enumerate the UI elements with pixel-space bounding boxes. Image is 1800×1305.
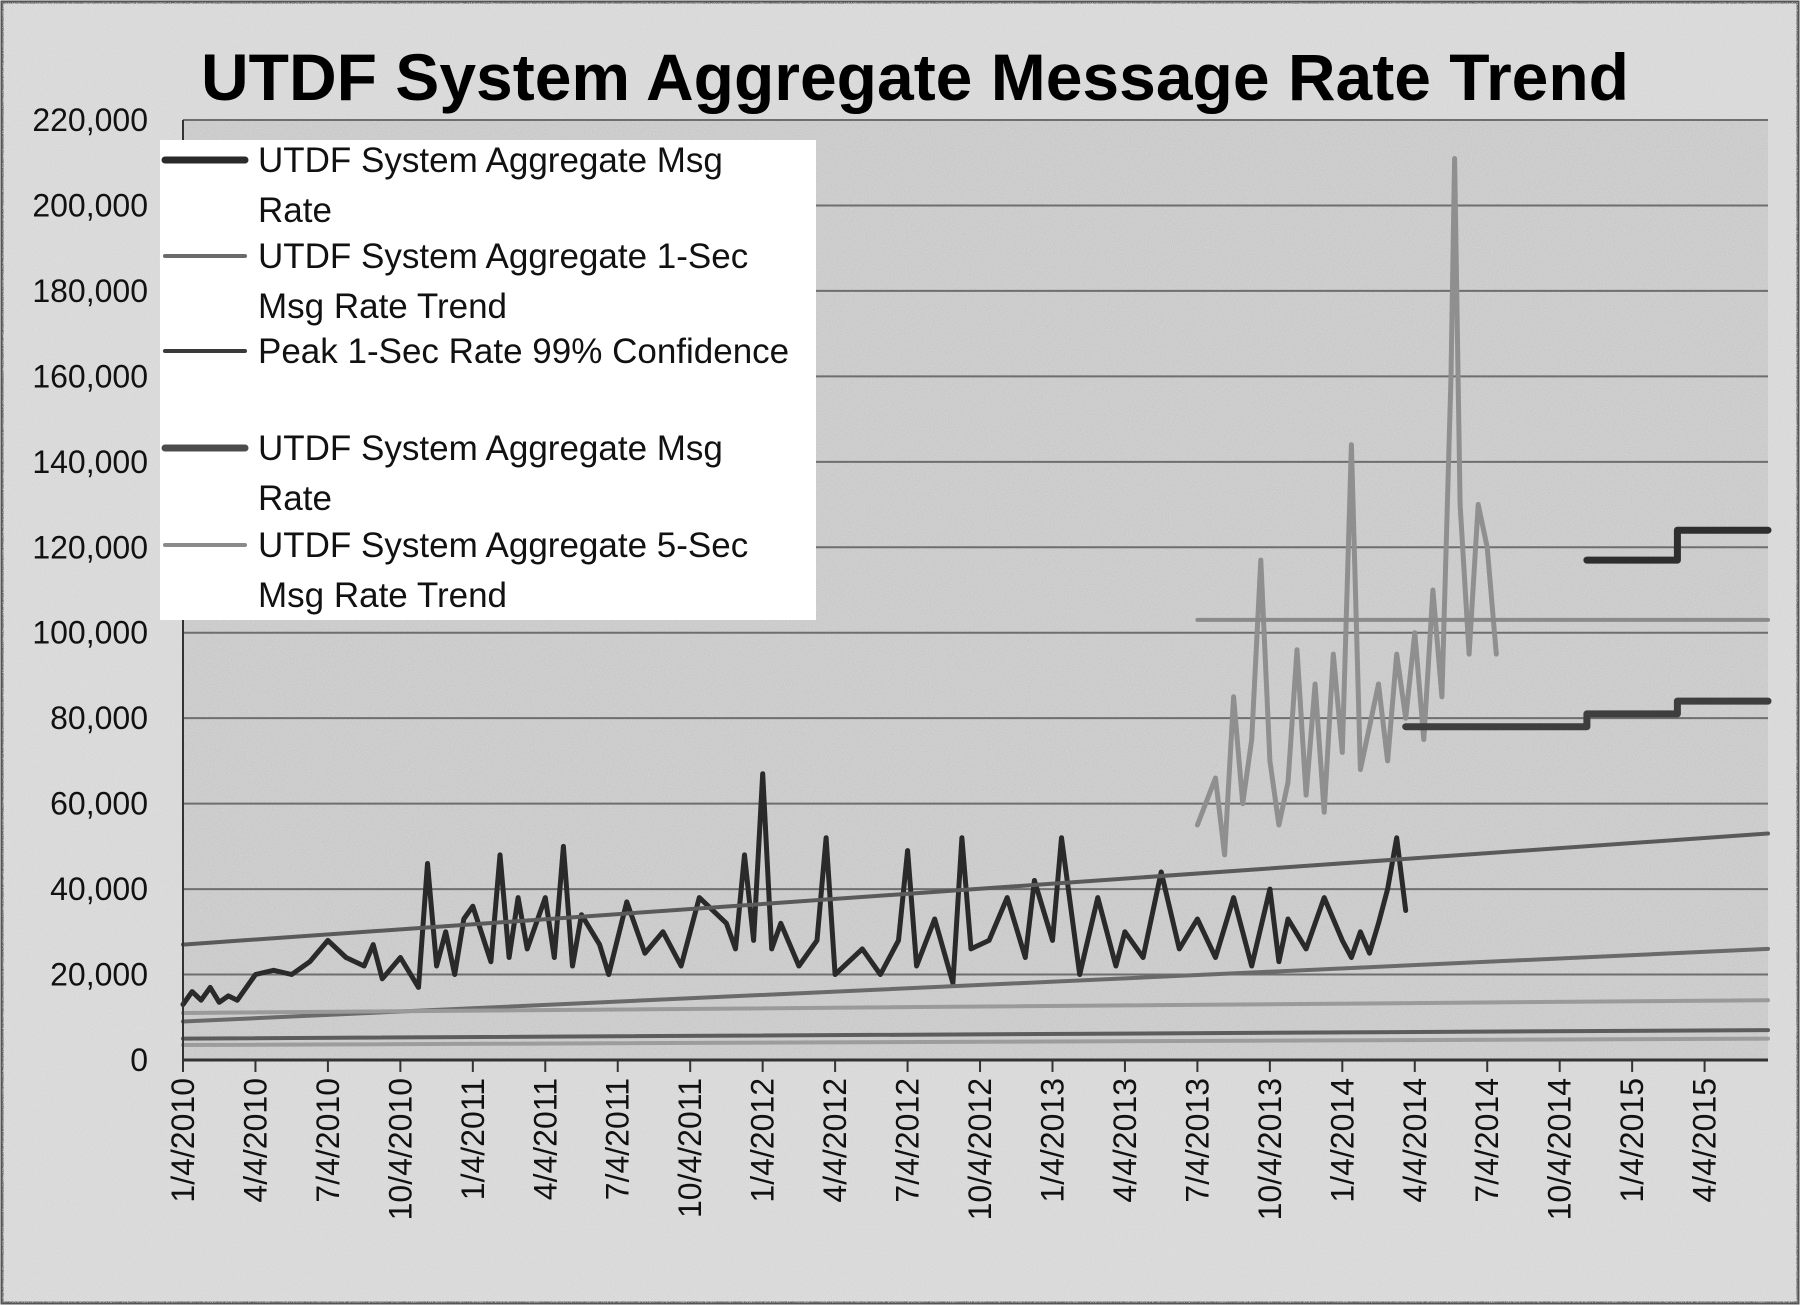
x-tick-label: 1/4/2012 [745,1078,781,1203]
x-tick-label: 7/4/2011 [600,1078,636,1200]
x-tick-label: 4/4/2014 [1397,1078,1433,1203]
y-tick-label: 120,000 [32,529,148,565]
series-line [181,831,1770,947]
legend-label: UTDF System Aggregate 1-Sec [258,237,748,276]
series-line [181,1028,1770,1041]
y-tick-label: 180,000 [32,273,148,309]
y-tick-label: 40,000 [50,871,148,907]
x-tick-label: 7/4/2013 [1179,1078,1215,1203]
series-line [1583,526,1772,564]
series-line [180,771,1409,1007]
legend-label: Peak 1-Sec Rate 99% Confidence [258,332,789,371]
x-tick-label: 4/4/2011 [527,1078,563,1200]
x-tick-label: 7/4/2012 [890,1078,926,1203]
legend-label: Rate [258,479,332,518]
x-tick-label: 1/4/2010 [165,1078,201,1203]
x-tick-label: 10/4/2010 [382,1078,418,1220]
y-tick-label: 0 [130,1042,148,1078]
y-tick-label: 140,000 [32,444,148,480]
legend-label: UTDF System Aggregate Msg [258,141,723,180]
y-tick-label: 160,000 [32,358,148,394]
x-tick-label: 10/4/2011 [672,1078,708,1218]
x-tick-label: 10/4/2012 [962,1078,998,1220]
y-tick-label: 20,000 [50,957,148,993]
y-tick-label: 220,000 [32,102,148,138]
legend-label: UTDF System Aggregate 5-Sec [258,526,748,565]
x-tick-label: 10/4/2013 [1252,1078,1288,1220]
x-tick-label: 7/4/2014 [1469,1078,1505,1203]
y-tick-label: 80,000 [50,700,148,736]
legend-label: Msg Rate Trend [258,576,507,615]
x-tick-label: 1/4/2014 [1324,1078,1360,1203]
y-tick-labels: 0 20,000 40,000 60,000 80,000 100,000 120,000 1… [32,102,148,1078]
x-tick-label: 4/4/2012 [817,1078,853,1203]
legend-label: UTDF System Aggregate Msg [258,429,723,468]
legend: UTDF System Aggregate Msg Rate UTDF System… [160,140,816,620]
y-tick-label: 200,000 [32,187,148,223]
x-tick-label: 1/4/2015 [1614,1078,1650,1203]
series-line [181,998,1770,1015]
x-tick-label: 4/4/2010 [237,1078,273,1203]
x-tick-label: 4/4/2013 [1107,1078,1143,1203]
series-line [1402,697,1772,731]
x-tick-label: 10/4/2014 [1542,1078,1578,1220]
x-tick-label: 1/4/2013 [1034,1078,1070,1203]
y-tick-label: 60,000 [50,786,148,822]
legend-items: UTDF System Aggregate Msg Rate UTDF System… [161,141,789,615]
legend-label: Msg Rate Trend [258,287,507,326]
legend-box [160,140,816,620]
x-tick-labels: 1/4/2010 4/4/2010 7/4/2010 10/4/2010 1/4/201… [165,1060,1723,1220]
series-layer [180,156,1772,1047]
x-tick-label: 4/4/2015 [1687,1078,1723,1203]
legend-label: Rate [258,191,332,230]
series-line [181,1036,1770,1047]
x-tick-label: 1/4/2011 [455,1078,491,1200]
series-line [1194,156,1499,858]
chart-title: UTDF System Aggregate Message Rate Trend [201,40,1629,114]
x-tick-label: 7/4/2010 [310,1078,346,1203]
y-tick-label: 100,000 [32,615,148,651]
